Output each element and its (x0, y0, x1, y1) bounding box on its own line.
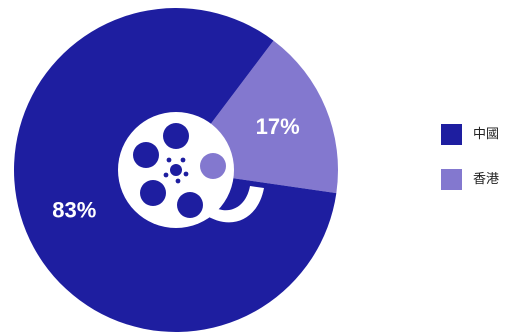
legend-label-hongkong: 香港 (473, 171, 500, 187)
legend-item-china: 中國 (441, 123, 499, 145)
legend-swatch-china (441, 123, 462, 145)
data-label-hongkong: 17% (256, 114, 300, 139)
film-reel-icon (118, 112, 264, 228)
data-label-china: 83% (52, 198, 96, 223)
legend: 中國 香港 (441, 123, 499, 213)
data-labels: 83% 17% (52, 114, 299, 223)
legend-item-hongkong: 香港 (441, 168, 499, 190)
legend-label-china: 中國 (473, 126, 500, 142)
legend-swatch-hongkong (441, 168, 462, 190)
